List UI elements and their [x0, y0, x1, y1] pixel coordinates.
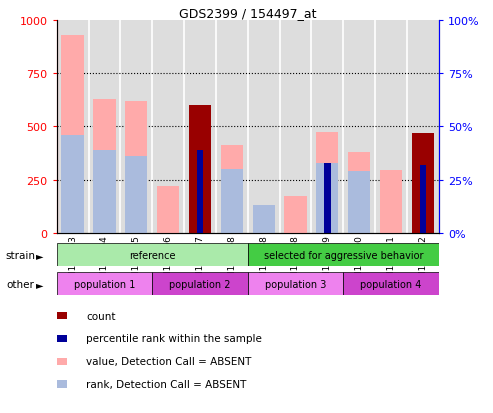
Bar — [57, 273, 152, 295]
Bar — [412, 133, 434, 233]
Bar — [252, 206, 275, 233]
Bar — [125, 102, 147, 233]
Text: population 3: population 3 — [265, 279, 326, 289]
Bar — [89, 21, 120, 233]
Text: percentile rank within the sample: percentile rank within the sample — [86, 334, 262, 344]
Bar — [312, 21, 343, 233]
Text: value, Detection Call = ABSENT: value, Detection Call = ABSENT — [86, 356, 251, 366]
Bar — [407, 21, 439, 233]
Text: strain: strain — [6, 250, 36, 260]
Bar — [57, 244, 247, 266]
Bar — [247, 21, 280, 233]
Bar — [157, 187, 179, 233]
Bar — [152, 21, 184, 233]
Bar — [189, 106, 211, 233]
Bar — [152, 273, 247, 295]
Bar — [252, 208, 275, 233]
Bar — [216, 21, 247, 233]
Bar — [57, 21, 89, 233]
Bar — [62, 135, 84, 233]
Bar — [348, 152, 370, 233]
Title: GDS2399 / 154497_at: GDS2399 / 154497_at — [179, 7, 317, 19]
Bar — [280, 21, 312, 233]
Bar — [343, 273, 439, 295]
Bar — [343, 21, 375, 233]
Text: selected for aggressive behavior: selected for aggressive behavior — [263, 250, 423, 260]
Text: rank, Detection Call = ABSENT: rank, Detection Call = ABSENT — [86, 379, 246, 389]
Bar — [247, 273, 343, 295]
Bar — [324, 163, 331, 233]
Text: population 1: population 1 — [74, 279, 135, 289]
Bar — [62, 36, 84, 233]
Text: ►: ► — [35, 250, 43, 260]
Bar — [120, 21, 152, 233]
Bar — [184, 21, 216, 233]
Text: reference: reference — [129, 250, 176, 260]
Bar — [93, 100, 115, 233]
Bar — [316, 132, 339, 233]
Bar — [375, 21, 407, 233]
Bar — [380, 171, 402, 233]
Text: count: count — [86, 311, 116, 321]
Text: population 2: population 2 — [169, 279, 231, 289]
Bar — [284, 196, 307, 233]
Text: population 4: population 4 — [360, 279, 422, 289]
Bar — [197, 150, 203, 233]
Bar — [348, 172, 370, 233]
Bar — [316, 163, 339, 233]
Bar — [125, 157, 147, 233]
Bar — [247, 244, 439, 266]
Bar — [221, 146, 243, 233]
Text: ►: ► — [35, 279, 43, 289]
Bar — [93, 150, 115, 233]
Bar — [221, 169, 243, 233]
Bar — [420, 165, 426, 233]
Text: other: other — [6, 279, 34, 289]
